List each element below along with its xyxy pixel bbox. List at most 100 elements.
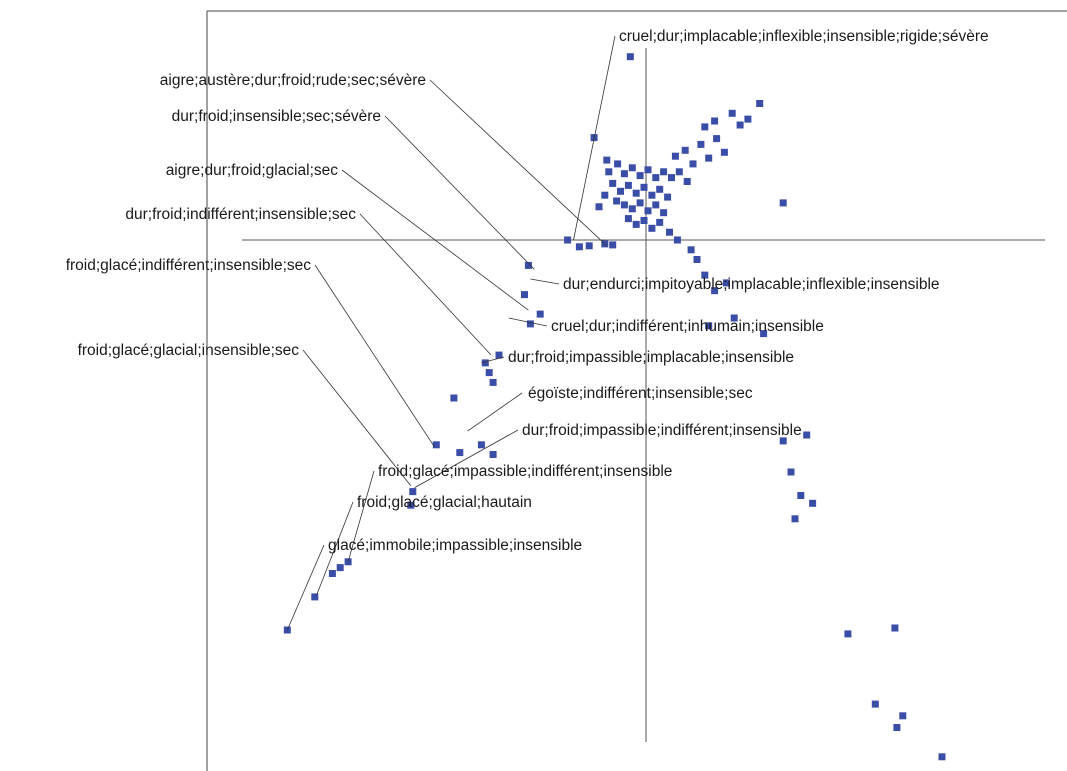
annotation-label: glacé;immobile;impassible;insensible (328, 537, 582, 554)
data-point (636, 199, 644, 207)
data-point (730, 314, 738, 322)
data-point (664, 193, 672, 201)
data-point (756, 100, 764, 107)
data-point (648, 224, 656, 232)
data-point (671, 152, 679, 160)
data-point (701, 123, 709, 131)
data-point (728, 109, 736, 117)
annotation-leader-line (481, 356, 505, 364)
annotation-leader-line (314, 264, 435, 447)
data-point (632, 189, 640, 197)
annotation-leader-line (530, 278, 560, 285)
data-point (524, 261, 532, 269)
data-point (705, 154, 713, 162)
data-point (652, 201, 660, 209)
data-point (632, 220, 640, 228)
data-point (656, 218, 664, 226)
annotation-leader-line (359, 213, 492, 356)
data-point (711, 287, 719, 295)
data-point (640, 217, 648, 224)
annotation-leader-line (341, 169, 529, 311)
annotation-label: aigre;austère;dur;froid;rude;sec;sévère (160, 72, 426, 89)
data-point (652, 174, 660, 182)
data-point (648, 191, 656, 199)
annotation-leader-line (414, 429, 519, 488)
data-point (687, 246, 695, 254)
data-point (893, 724, 901, 731)
data-point (628, 164, 636, 172)
data-point (713, 135, 721, 143)
data-point (689, 160, 697, 168)
data-point (489, 378, 497, 386)
data-point (601, 191, 609, 199)
annotation-leader-line (573, 35, 616, 241)
data-points (283, 53, 946, 761)
annotation-leader-line (302, 349, 412, 486)
data-point (656, 185, 664, 193)
data-point (536, 310, 544, 318)
data-point (809, 499, 817, 507)
data-point (803, 431, 811, 439)
data-point (603, 156, 611, 164)
data-point (609, 179, 617, 187)
data-point (797, 492, 805, 499)
data-point (585, 242, 593, 250)
data-point (675, 168, 683, 176)
data-point (605, 168, 613, 176)
data-point (311, 593, 319, 601)
annotation-label: dur;endurci;impitoyable;implacable;infle… (563, 276, 940, 293)
data-point (456, 449, 464, 457)
annotation-label: cruel;dur;indifférent;inhumain;insensibl… (551, 318, 824, 335)
data-point (705, 322, 713, 330)
data-point (844, 630, 852, 638)
data-point (624, 215, 632, 223)
annotation-label: froid;glacé;impassible;indifférent;insen… (378, 463, 672, 480)
data-point (673, 236, 681, 244)
data-point (899, 712, 907, 720)
data-point (613, 197, 621, 205)
annotation-leaders (286, 35, 616, 631)
annotation-label: dur;froid;impassible;indifférent;insensi… (522, 422, 802, 439)
data-point (336, 564, 344, 572)
data-point (760, 330, 768, 338)
data-point (328, 570, 336, 577)
data-point (701, 271, 709, 279)
data-point (720, 148, 728, 156)
annotation-leader-line (286, 544, 325, 631)
data-point (526, 320, 534, 328)
data-point (660, 168, 668, 176)
annotation-label: froid;glacé;glacial;hautain (357, 494, 532, 511)
data-point (624, 181, 632, 189)
data-point (644, 166, 652, 174)
data-point (521, 291, 528, 299)
data-point (620, 201, 628, 209)
data-point (595, 203, 603, 211)
data-point (668, 174, 675, 182)
data-point (744, 115, 752, 123)
data-point (640, 183, 648, 191)
data-point (722, 279, 730, 287)
data-point (871, 700, 879, 708)
data-point (564, 236, 572, 244)
data-point (617, 187, 624, 195)
data-point (409, 488, 417, 496)
data-point (407, 501, 415, 509)
annotation-labels: cruel;dur;implacable;inflexible;insensib… (66, 28, 989, 554)
data-point (481, 359, 489, 367)
data-point (477, 441, 485, 449)
data-point (787, 468, 795, 476)
data-point (711, 117, 719, 125)
annotation-label: dur;froid;impassible;implacable;insensib… (508, 349, 794, 366)
data-point (644, 207, 652, 215)
data-point (628, 205, 636, 213)
data-point (697, 140, 705, 148)
data-point (736, 121, 744, 129)
plot-frame (206, 10, 1067, 771)
data-point (791, 515, 799, 523)
annotation-label: froid;glacé;indifférent;insensible;sec (66, 257, 312, 274)
annotation-label: froid;glacé;glacial;insensible;sec (78, 342, 300, 359)
data-point (450, 394, 458, 402)
data-point (626, 53, 634, 61)
annotation-leader-line (508, 317, 548, 327)
